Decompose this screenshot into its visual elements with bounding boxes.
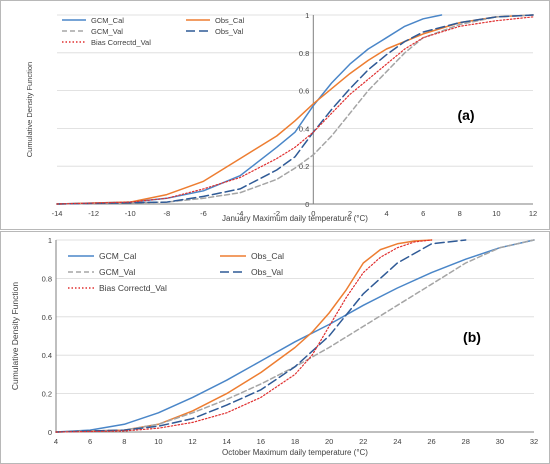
y-tick-label: 0: [48, 428, 52, 437]
x-tick-label: 0: [311, 209, 315, 218]
x-tick-label: 20: [325, 437, 333, 446]
panel-a-chart: 00.20.40.60.81-14-12-10-8-6-4-2024681012…: [25, 11, 537, 223]
series-line-2: [55, 239, 535, 433]
legend-label: Obs_Val: [215, 27, 244, 36]
x-tick-label: -8: [164, 209, 171, 218]
x-tick-label: 6: [88, 437, 92, 446]
x-tick-label: 4: [54, 437, 58, 446]
panel-tag: (a): [457, 107, 474, 123]
series-line-3: [56, 14, 534, 205]
x-tick-label: -4: [237, 209, 244, 218]
x-tick-label: 16: [257, 437, 265, 446]
series-line-4: [55, 239, 433, 433]
series-line-0: [56, 14, 443, 205]
x-tick-label: -6: [200, 209, 207, 218]
series-line-3: [55, 239, 467, 433]
y-tick-label: 0.4: [299, 124, 309, 133]
y-tick-label: 1: [48, 236, 52, 245]
x-tick-label: 6: [421, 209, 425, 218]
x-tick-label: -14: [52, 209, 63, 218]
legend-label: GCM_Val: [99, 267, 135, 277]
y-tick-label: 0.6: [299, 87, 309, 96]
x-tick-label: 28: [462, 437, 470, 446]
x-axis-title: January Maximum daily temperature (°C): [222, 214, 368, 223]
legend-label: GCM_Cal: [99, 251, 136, 261]
legend-label: Obs_Cal: [251, 251, 284, 261]
y-tick-label: 0.4: [42, 351, 52, 360]
series-line-4: [56, 16, 534, 205]
legend-label: GCM_Cal: [91, 16, 124, 25]
x-tick-label: 4: [384, 209, 388, 218]
panel-a-frame: [0, 0, 550, 230]
y-tick-label: 0.6: [42, 313, 52, 322]
series-line-2: [56, 14, 534, 205]
y-tick-label: 0.8: [299, 49, 309, 58]
y-tick-label: 0.2: [299, 162, 309, 171]
x-tick-label: 8: [122, 437, 126, 446]
x-tick-label: 12: [188, 437, 196, 446]
x-tick-label: 18: [291, 437, 299, 446]
x-axis-title: October Maximum daily temperature (°C): [222, 448, 368, 457]
x-tick-label: 8: [458, 209, 462, 218]
x-tick-label: 24: [393, 437, 401, 446]
y-tick-label: 0.8: [42, 274, 52, 283]
x-tick-label: -2: [273, 209, 280, 218]
y-axis-title: Cumulative Density Function: [10, 282, 20, 390]
y-axis-title: Cumulative Density Function: [25, 62, 34, 157]
x-tick-label: 22: [359, 437, 367, 446]
legend-label: GCM_Val: [91, 27, 123, 36]
legend-label: Obs_Cal: [215, 16, 245, 25]
x-tick-label: 14: [223, 437, 231, 446]
x-tick-label: 26: [427, 437, 435, 446]
panel-b-frame: [0, 231, 550, 464]
x-tick-label: -12: [88, 209, 99, 218]
x-tick-label: 32: [530, 437, 538, 446]
y-tick-label: 0.2: [42, 390, 52, 399]
x-tick-label: -10: [125, 209, 136, 218]
x-tick-label: 12: [529, 209, 537, 218]
panel-tag: (b): [463, 329, 481, 345]
x-tick-label: 2: [348, 209, 352, 218]
panel-b-chart: 00.20.40.60.814 6 8 10 12 14 16 18 20 22 24 26 28 30 3…: [10, 236, 538, 457]
legend-label: Obs_Val: [251, 267, 283, 277]
series-line-0: [55, 239, 535, 433]
series-line-1: [56, 14, 534, 205]
x-tick-label: 30: [496, 437, 504, 446]
legend-label: Bias Correctd_Val: [99, 283, 167, 293]
legend-label: Bias Correctd_Val: [91, 38, 151, 47]
x-tick-label: 10: [154, 437, 162, 446]
y-tick-label: 1: [305, 11, 309, 20]
x-tick-label: 10: [492, 209, 500, 218]
